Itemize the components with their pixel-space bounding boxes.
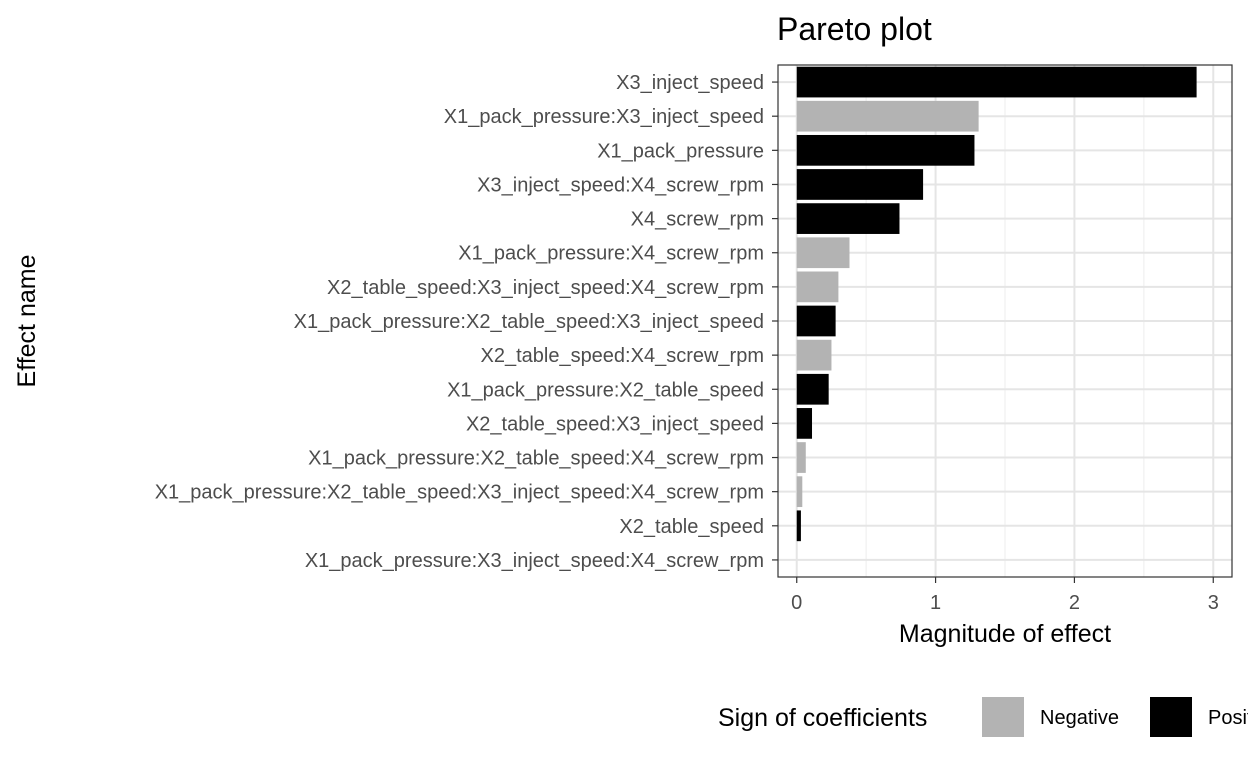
y-tick-label: X1_pack_pressure:X2_table_speed:X3_injec… (294, 311, 764, 333)
y-tick-label: X1_pack_pressure:X3_inject_speed:X4_scre… (305, 550, 764, 572)
bar (796, 476, 803, 508)
legend-label-negative: Negative (1040, 707, 1119, 729)
bar (796, 442, 806, 473)
y-tick-label: X2_table_speed:X3_inject_speed (466, 413, 764, 435)
y-tick-label: X1_pack_pressure:X2_table_speed:X3_injec… (155, 482, 764, 504)
bar (796, 510, 801, 542)
x-tick-label: 0 (791, 592, 802, 614)
bar (796, 408, 813, 439)
bar (796, 271, 839, 303)
bar (796, 100, 979, 132)
y-tick-label: X2_table_speed:X3_inject_speed:X4_screw_… (327, 277, 764, 299)
x-tick-label: 3 (1208, 592, 1219, 614)
legend-key-negative (982, 697, 1024, 737)
bar (796, 203, 900, 234)
bar (796, 339, 832, 371)
bar (796, 305, 836, 337)
bars-layer (796, 66, 1197, 542)
y-tick-label: X1_pack_pressure (597, 140, 764, 162)
y-tick-label: X4_screw_rpm (631, 209, 764, 231)
y-axis-title: Effect name (13, 255, 41, 388)
legend-label-positive: Positive (1208, 707, 1248, 729)
legend-key-positive (1150, 697, 1192, 737)
x-tick-label: 2 (1069, 592, 1080, 614)
y-tick-label: X2_table_speed (619, 516, 764, 538)
chart-title: Pareto plot (777, 11, 932, 47)
bar (796, 134, 975, 166)
legend-title: Sign of coefficients (718, 704, 927, 732)
x-axis: 0 1 2 3 (791, 577, 1219, 614)
y-tick-label: X1_pack_pressure:X3_inject_speed (444, 106, 764, 128)
x-axis-title: Magnitude of effect (899, 620, 1111, 648)
y-axis: X3_inject_speed X1_pack_pressure:X3_injec… (155, 72, 778, 572)
legend: Sign of coefficients Negative Positive (718, 697, 1248, 737)
bar (796, 66, 1197, 98)
bar (796, 373, 829, 405)
y-tick-label: X2_table_speed:X4_screw_rpm (480, 345, 764, 367)
y-tick-label: X1_pack_pressure:X4_screw_rpm (458, 243, 764, 265)
y-tick-label: X1_pack_pressure:X2_table_speed (447, 379, 764, 401)
y-tick-label: X3_inject_speed (616, 72, 764, 94)
bar (796, 169, 924, 200)
bar (796, 237, 850, 269)
y-tick-label: X3_inject_speed:X4_screw_rpm (477, 174, 764, 196)
y-tick-label: X1_pack_pressure:X2_table_speed:X4_screw… (308, 448, 764, 470)
x-tick-label: 1 (930, 592, 941, 614)
